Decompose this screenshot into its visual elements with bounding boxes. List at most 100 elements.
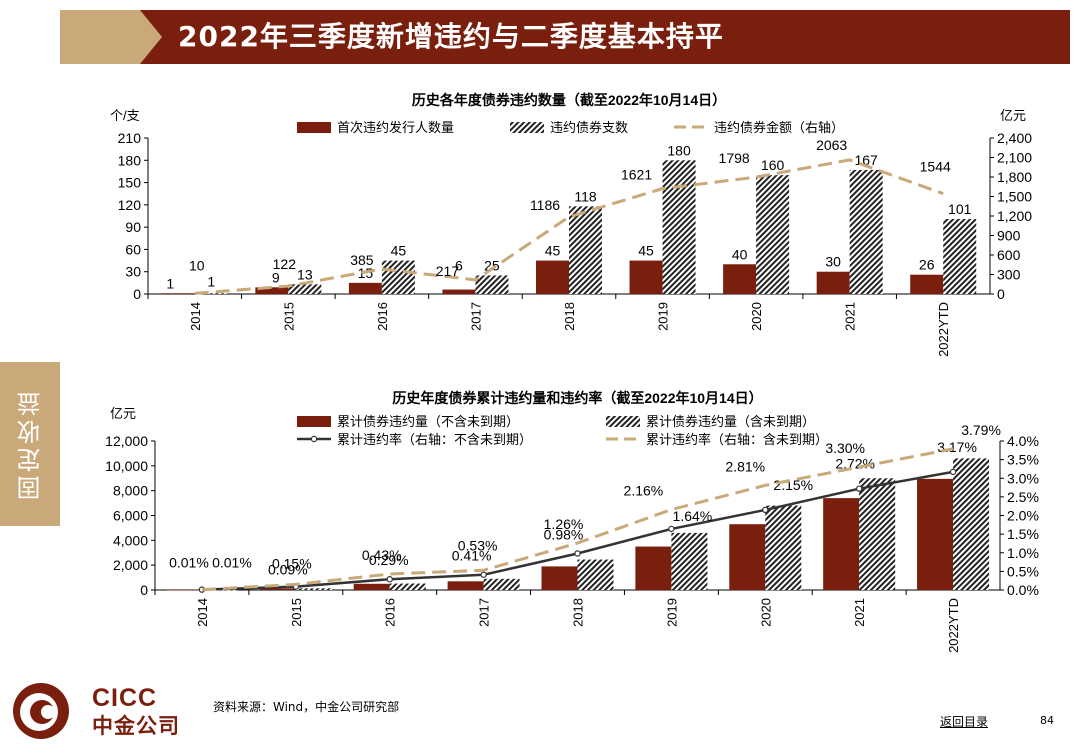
bar-hatched (662, 160, 696, 294)
y-tick-label: 2,000 (113, 557, 148, 573)
x-tick-label: 2019 (664, 598, 679, 627)
dashed-series-line (194, 158, 944, 295)
y2-tick-label: 1.0% (1007, 545, 1039, 561)
x-tick-label: 2020 (749, 302, 764, 331)
y-tick-label: 0 (133, 286, 141, 302)
bar-data-label: 6 (455, 258, 463, 274)
line-point (949, 468, 957, 476)
line-point (574, 550, 581, 557)
bar-solid (541, 566, 578, 590)
chart-title: 历史各年度债券违约数量（截至2022年10月14日） (412, 92, 726, 108)
x-tick-label: 2018 (571, 598, 586, 627)
y-tick-label: 8,000 (113, 483, 148, 499)
line-point (855, 485, 863, 492)
bar-hatched (194, 293, 228, 294)
bar-hatched (577, 559, 614, 590)
bar-hatched (765, 505, 802, 590)
y2-tick-label: 1,800 (997, 169, 1032, 185)
bar-data-label: 13 (297, 266, 313, 282)
bar-data-label: 45 (638, 243, 654, 259)
bar-solid (536, 260, 569, 294)
y-tick-label: 210 (118, 130, 142, 146)
bar-hatched (943, 218, 977, 294)
bar-data-label: 1 (207, 273, 215, 289)
bar-solid (165, 589, 202, 591)
chart-title: 历史年度债券累计违约量和违约率（截至2022年10月14日） (392, 390, 762, 406)
line-data-label: 1.64% (673, 508, 713, 524)
line-data-label: 3.17% (937, 439, 977, 455)
y2-axis-label: 亿元 (1000, 108, 1026, 123)
y-tick-label: 150 (118, 175, 142, 191)
bar-hatched (288, 284, 322, 294)
bar-solid (816, 271, 850, 294)
bar-solid (442, 289, 476, 294)
x-tick-label: 2016 (383, 598, 398, 627)
y2-tick-label: 0.0% (1007, 582, 1039, 598)
logo-text-en: CICC (92, 684, 158, 712)
bar-solid (729, 524, 766, 590)
header-bar (140, 10, 1070, 64)
line-data-label: 1798 (719, 150, 750, 166)
y2-tick-label: 2,100 (997, 150, 1032, 166)
line-data-label: 0.98% (544, 526, 584, 542)
y-tick-label: 4,000 (113, 532, 148, 548)
bar-solid (348, 282, 382, 294)
x-tick-label: 2015 (289, 598, 304, 627)
line-data-label: 2.81% (725, 458, 765, 474)
y2-tick-label: 2.5% (1007, 489, 1039, 505)
bar-solid (161, 293, 195, 294)
y-tick-label: 12,000 (105, 433, 148, 449)
header-accent-block (60, 10, 140, 64)
section-tab: 固定收益 (0, 362, 60, 526)
line-data-label: 3.79% (961, 422, 1001, 438)
legend-label: 违约债券金额（右轴） (714, 120, 844, 135)
bar-hatched (756, 175, 790, 294)
chart-cumulative-default: 历史年度债券累计违约量和违约率（截至2022年10月14日） 亿元 0 2,000 4,… (105, 390, 1039, 653)
legend-label: 首次违约发行人数量 (337, 120, 454, 135)
legend-label: 累计违约率（右轴：不含未到期） (337, 432, 532, 447)
bar-hatched (389, 583, 426, 590)
legend-swatch-solid (297, 122, 331, 133)
legend-point (310, 435, 318, 443)
legend-swatch-hatched (510, 122, 544, 133)
x-tick-label: 2021 (843, 302, 858, 331)
x-tick-label: 2021 (852, 598, 867, 627)
logo-text-cn: 中金公司 (92, 714, 180, 738)
y2-tick-label: 1.5% (1007, 526, 1039, 542)
line-data-label: 2.16% (624, 483, 664, 499)
y-tick-label: 10,000 (105, 458, 148, 474)
line-data-label: 0.29% (369, 552, 409, 568)
bar-solid (259, 588, 296, 590)
back-to-contents-link[interactable]: 返回目录 (940, 715, 989, 729)
y2-tick-label: 300 (997, 267, 1021, 283)
x-tick-label: 2017 (477, 598, 492, 627)
legend-swatch-solid (297, 416, 331, 427)
legend-swatch-hatched (606, 416, 640, 427)
bar-data-label: 101 (948, 201, 972, 217)
page-title: 2022年三季度新增违约与二季度基本持平 (178, 20, 724, 53)
x-tick-label: 2017 (468, 302, 483, 331)
line-data-label: 385 (350, 252, 374, 268)
line-point (480, 571, 487, 578)
line-data-label: 0.09% (268, 562, 308, 578)
line-data-label: 1.26% (544, 516, 584, 532)
x-tick-label: 2022YTD (946, 598, 961, 653)
y2-tick-label: 0 (997, 286, 1005, 302)
bar-hatched (859, 478, 896, 590)
bar-hatched (849, 169, 883, 294)
x-tick-label: 2014 (195, 598, 210, 627)
bar-data-label: 118 (574, 188, 597, 204)
legend-label: 违约债券支数 (550, 120, 628, 135)
y-tick-label: 60 (125, 241, 141, 257)
bar-data-label: 26 (919, 257, 935, 273)
line-data-label: 2.72% (835, 456, 875, 472)
cicc-logo-icon (13, 683, 69, 739)
y2-tick-label: 0.5% (1007, 563, 1039, 579)
legend-label: 累计债券违约量（含未到期） (646, 414, 815, 429)
y-tick-label: 90 (125, 219, 141, 235)
line-point (668, 525, 675, 533)
line-point (386, 575, 393, 583)
line-data-label: 2.15% (773, 477, 813, 493)
bar-hatched (295, 588, 332, 590)
line-data-label: 217 (436, 263, 460, 279)
